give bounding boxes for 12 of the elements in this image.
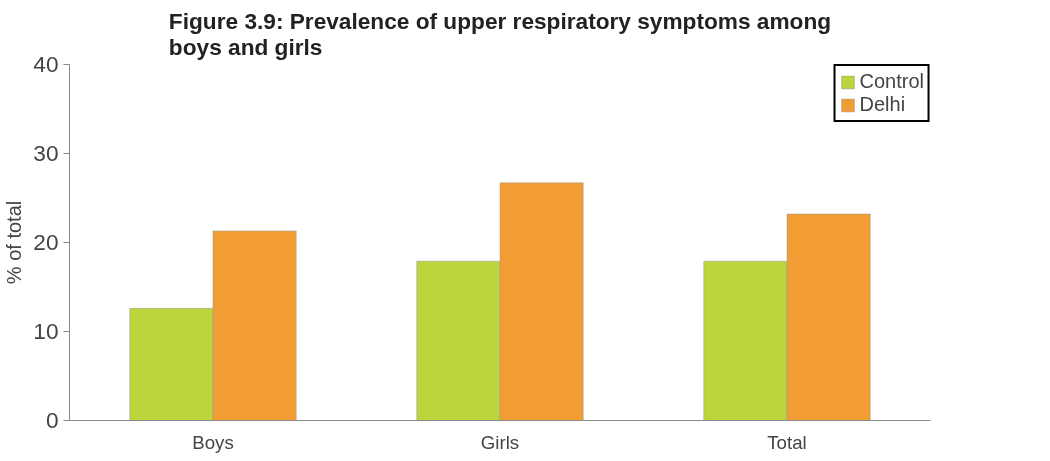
y-tick-label: 0 [45,407,59,433]
y-tick-label: 40 [33,51,59,77]
y-tick-label: 10 [33,318,59,344]
y-axis-title: % of total [3,200,26,285]
x-tick-label: Girls [480,431,520,453]
legend-label: Control [859,70,924,93]
y-tick-label: 30 [33,140,59,166]
y-tick-label: 20 [33,229,59,255]
chart-title: Figure 3.9: Prevalence of upper respiratory symptoms among boys and girls [168,7,832,60]
legend-label: Delhi [859,93,906,116]
x-tick-label: Total [767,431,807,453]
x-tick-label: Boys [192,431,234,453]
